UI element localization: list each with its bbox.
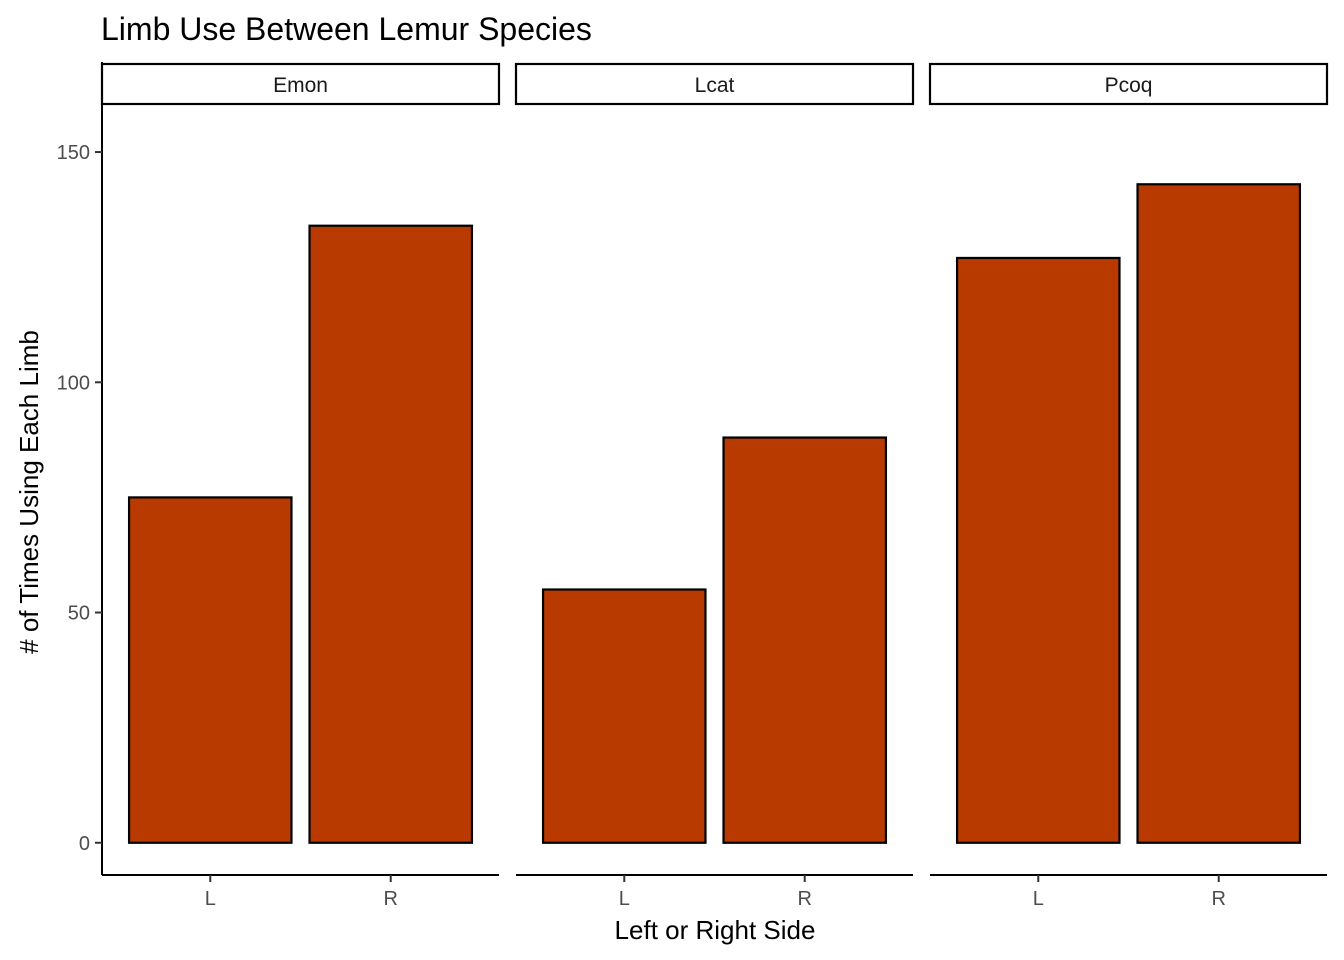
y-axis-title: # of Times Using Each Limb: [14, 330, 44, 654]
y-tick-label: 100: [57, 372, 90, 394]
facet-panel-lcat: Lcat L R: [514, 62, 915, 910]
chart-title: Limb Use Between Lemur Species: [101, 11, 592, 47]
x-tick-label: L: [619, 888, 630, 910]
y-tick-label: 50: [68, 603, 90, 625]
bar-emon-l: [127, 496, 293, 844]
facet-strip-label: Lcat: [695, 74, 735, 97]
facet-strip-label: Emon: [273, 74, 328, 97]
facet-strip: [928, 62, 1329, 106]
bar-emon-r: [308, 224, 474, 844]
x-tick-label: L: [205, 888, 216, 910]
y-axis: 0 50 100 150: [57, 62, 103, 875]
x-tick-label: L: [1033, 888, 1044, 910]
y-tick-label: 0: [79, 833, 90, 855]
facet-panel-pcoq: Pcoq L R: [928, 62, 1329, 910]
x-axis-title: Left or Right Side: [615, 915, 816, 945]
bar-lcat-l: [541, 588, 707, 844]
x-tick-label: R: [384, 888, 398, 910]
facet-strip: [514, 62, 915, 106]
x-tick-label: R: [1212, 888, 1226, 910]
bar-lcat-r: [722, 436, 888, 844]
bar-pcoq-r: [1136, 183, 1302, 844]
facet-panels: Emon L R Lcat L R Pcoq L R: [100, 62, 1329, 910]
y-tick-label: 150: [57, 142, 90, 164]
facet-strip-label: Pcoq: [1105, 74, 1153, 97]
bar-pcoq-l: [955, 256, 1121, 844]
facet-panel-emon: Emon L R: [100, 62, 501, 910]
x-tick-label: R: [798, 888, 812, 910]
